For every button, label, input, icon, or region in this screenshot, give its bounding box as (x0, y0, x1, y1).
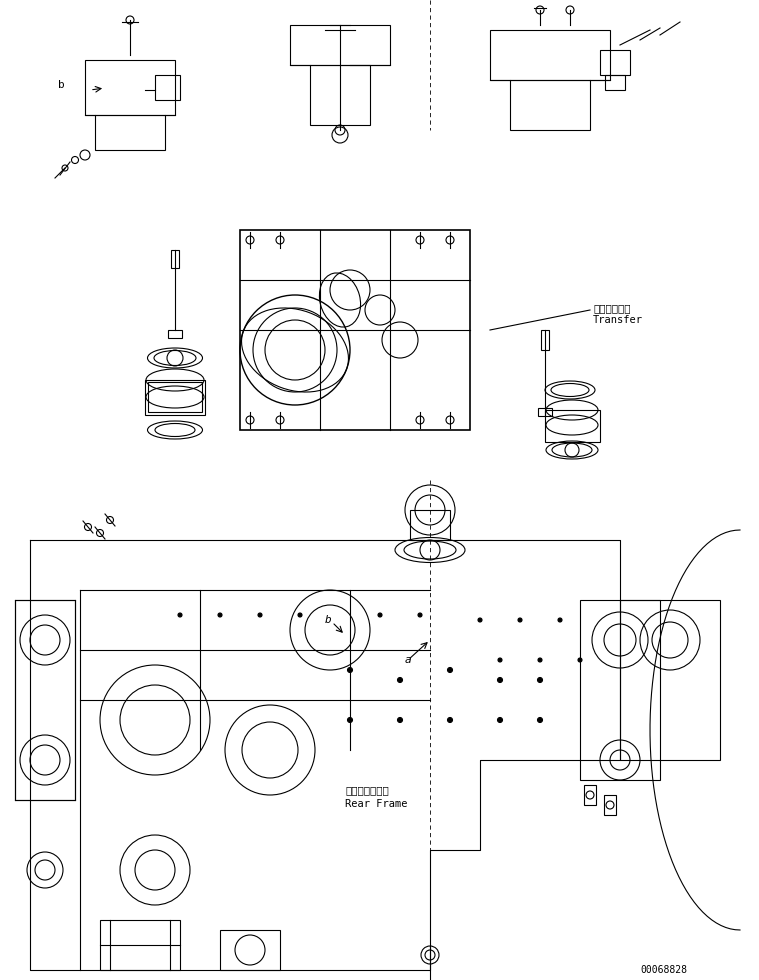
Text: b: b (325, 615, 332, 625)
Circle shape (518, 618, 522, 622)
Text: Transfer: Transfer (593, 315, 643, 325)
Bar (604, 795, 616, 815)
Bar (620, 600, 720, 760)
Circle shape (418, 613, 422, 617)
Bar (95, 115, 165, 150)
Bar (310, 65, 370, 125)
Circle shape (537, 677, 543, 682)
Bar (541, 330, 549, 350)
Circle shape (398, 717, 402, 722)
Circle shape (378, 613, 382, 617)
Bar (580, 600, 660, 780)
Circle shape (348, 717, 352, 722)
Circle shape (178, 613, 182, 617)
Circle shape (578, 658, 582, 662)
Bar (538, 408, 552, 416)
Bar (600, 50, 630, 75)
Bar (584, 785, 596, 805)
Bar (605, 75, 625, 90)
Bar (100, 920, 180, 970)
Text: Rear Frame: Rear Frame (345, 799, 408, 809)
Bar (85, 60, 175, 115)
Circle shape (558, 618, 562, 622)
Circle shape (258, 613, 262, 617)
Bar (155, 75, 180, 100)
Bar (490, 30, 610, 80)
Circle shape (498, 658, 502, 662)
Circle shape (497, 677, 502, 682)
Bar (15, 600, 75, 800)
Circle shape (497, 717, 502, 722)
Text: トランスファ: トランスファ (593, 303, 631, 313)
Bar (290, 25, 390, 65)
Circle shape (448, 717, 452, 722)
Bar (171, 250, 179, 268)
Text: リヤーフレーム: リヤーフレーム (345, 785, 389, 795)
Bar (510, 80, 590, 130)
Circle shape (348, 667, 352, 672)
Bar (545, 410, 600, 442)
Text: a: a (405, 655, 411, 665)
Text: b: b (58, 80, 65, 90)
Bar (168, 330, 182, 338)
Bar (145, 380, 205, 415)
Bar (410, 510, 450, 540)
Bar (220, 930, 280, 970)
Text: 00068828: 00068828 (640, 965, 687, 975)
Circle shape (298, 613, 302, 617)
Circle shape (478, 618, 482, 622)
Circle shape (537, 717, 543, 722)
Bar (240, 230, 470, 430)
Circle shape (448, 667, 452, 672)
Circle shape (218, 613, 222, 617)
Bar (148, 382, 202, 412)
Circle shape (538, 658, 542, 662)
Circle shape (398, 677, 402, 682)
